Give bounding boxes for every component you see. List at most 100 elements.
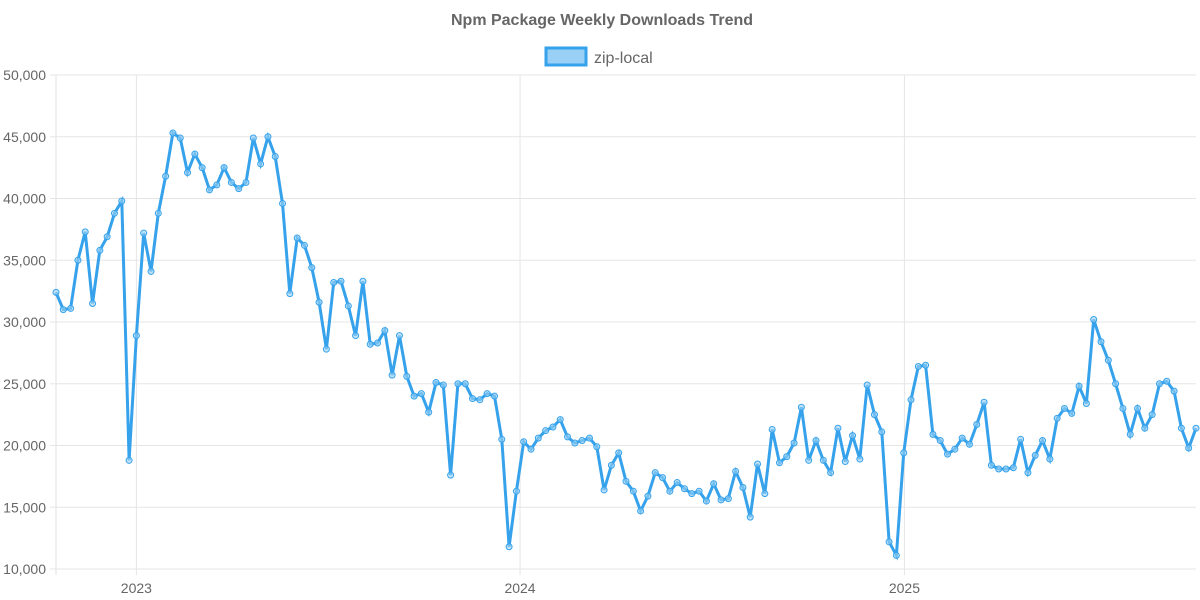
data-point	[140, 229, 148, 237]
x-tick-label: 2023	[121, 580, 152, 596]
data-point	[1097, 338, 1105, 346]
data-point	[344, 302, 352, 310]
data-point	[973, 421, 981, 429]
data-point	[651, 469, 659, 477]
data-point	[1002, 465, 1010, 473]
data-point	[395, 332, 403, 340]
data-point	[118, 197, 126, 205]
y-tick-label: 30,000	[3, 314, 46, 330]
data-point	[1017, 435, 1025, 443]
data-point	[870, 411, 878, 419]
data-point	[59, 306, 67, 314]
data-point	[366, 340, 374, 348]
x-tick-label: 2024	[504, 580, 535, 596]
data-point	[987, 461, 995, 469]
data-point	[249, 134, 257, 142]
data-point	[74, 256, 82, 264]
data-point	[125, 456, 133, 464]
data-point	[607, 461, 615, 469]
data-point	[1090, 316, 1098, 324]
data-point	[615, 449, 623, 457]
data-point	[96, 246, 104, 254]
data-point	[469, 395, 477, 403]
data-point	[878, 428, 886, 436]
data-point	[461, 380, 469, 388]
data-point	[381, 327, 389, 335]
data-point	[739, 483, 747, 491]
data-point	[147, 267, 155, 275]
data-point	[205, 186, 213, 194]
data-point	[1163, 377, 1171, 385]
x-axis: 2023 2024 2025	[121, 580, 920, 596]
data-point	[856, 455, 864, 463]
data-point	[724, 495, 732, 503]
x-tick-label: 2025	[889, 580, 920, 596]
data-point	[52, 288, 60, 296]
data-point	[754, 460, 762, 468]
data-point	[271, 153, 279, 161]
data-point	[1075, 382, 1083, 390]
data-point	[951, 445, 959, 453]
data-point	[900, 449, 908, 457]
data-point	[659, 474, 667, 482]
data-point	[279, 199, 287, 207]
data-point	[1148, 411, 1156, 419]
data-point	[629, 487, 637, 495]
data-point	[1192, 424, 1200, 432]
data-point	[483, 390, 491, 398]
data-point	[761, 490, 769, 498]
y-tick-label: 20,000	[3, 438, 46, 454]
data-point	[103, 233, 111, 241]
data-point	[849, 432, 857, 440]
data-point	[1177, 424, 1185, 432]
data-point	[1024, 469, 1032, 477]
data-point	[732, 467, 740, 475]
data-point	[520, 438, 528, 446]
data-point	[359, 277, 367, 285]
data-point	[768, 425, 776, 433]
legend[interactable]: zip-local	[544, 46, 653, 67]
data-point	[527, 445, 535, 453]
data-point	[512, 487, 520, 495]
data-point	[892, 551, 900, 559]
data-point	[227, 178, 235, 186]
data-point	[863, 381, 871, 389]
data-point	[184, 169, 192, 177]
data-point	[1009, 464, 1017, 472]
data-point	[505, 543, 513, 551]
legend-swatch[interactable]	[544, 46, 588, 67]
data-point	[432, 379, 440, 387]
y-axis: 10,000 15,000 20,000 25,000 30,000 35,000 40,0…	[3, 67, 46, 577]
data-point	[425, 408, 433, 416]
data-point	[1126, 430, 1134, 438]
data-point	[1031, 451, 1039, 459]
y-tick-label: 40,000	[3, 191, 46, 207]
data-point	[914, 362, 922, 370]
data-point	[593, 443, 601, 451]
data-point	[965, 440, 973, 448]
data-point	[213, 181, 221, 189]
data-point	[812, 437, 820, 445]
data-point	[571, 439, 579, 447]
data-point	[498, 435, 506, 443]
data-point	[220, 164, 228, 172]
data-point	[476, 396, 484, 404]
data-point	[110, 209, 118, 217]
data-point	[308, 264, 316, 272]
legend-label[interactable]: zip-local	[594, 50, 653, 67]
data-point	[622, 477, 630, 485]
data-point	[176, 134, 184, 142]
y-tick-label: 45,000	[3, 129, 46, 145]
data-point	[717, 496, 725, 504]
data-point	[542, 427, 550, 435]
data-point	[1141, 424, 1149, 432]
data-point	[556, 416, 564, 424]
data-point	[300, 241, 308, 249]
data-point	[644, 492, 652, 500]
data-point	[162, 172, 170, 180]
y-tick-label: 50,000	[3, 67, 46, 83]
data-point	[490, 392, 498, 400]
data-point	[980, 398, 988, 406]
data-point	[315, 298, 323, 306]
